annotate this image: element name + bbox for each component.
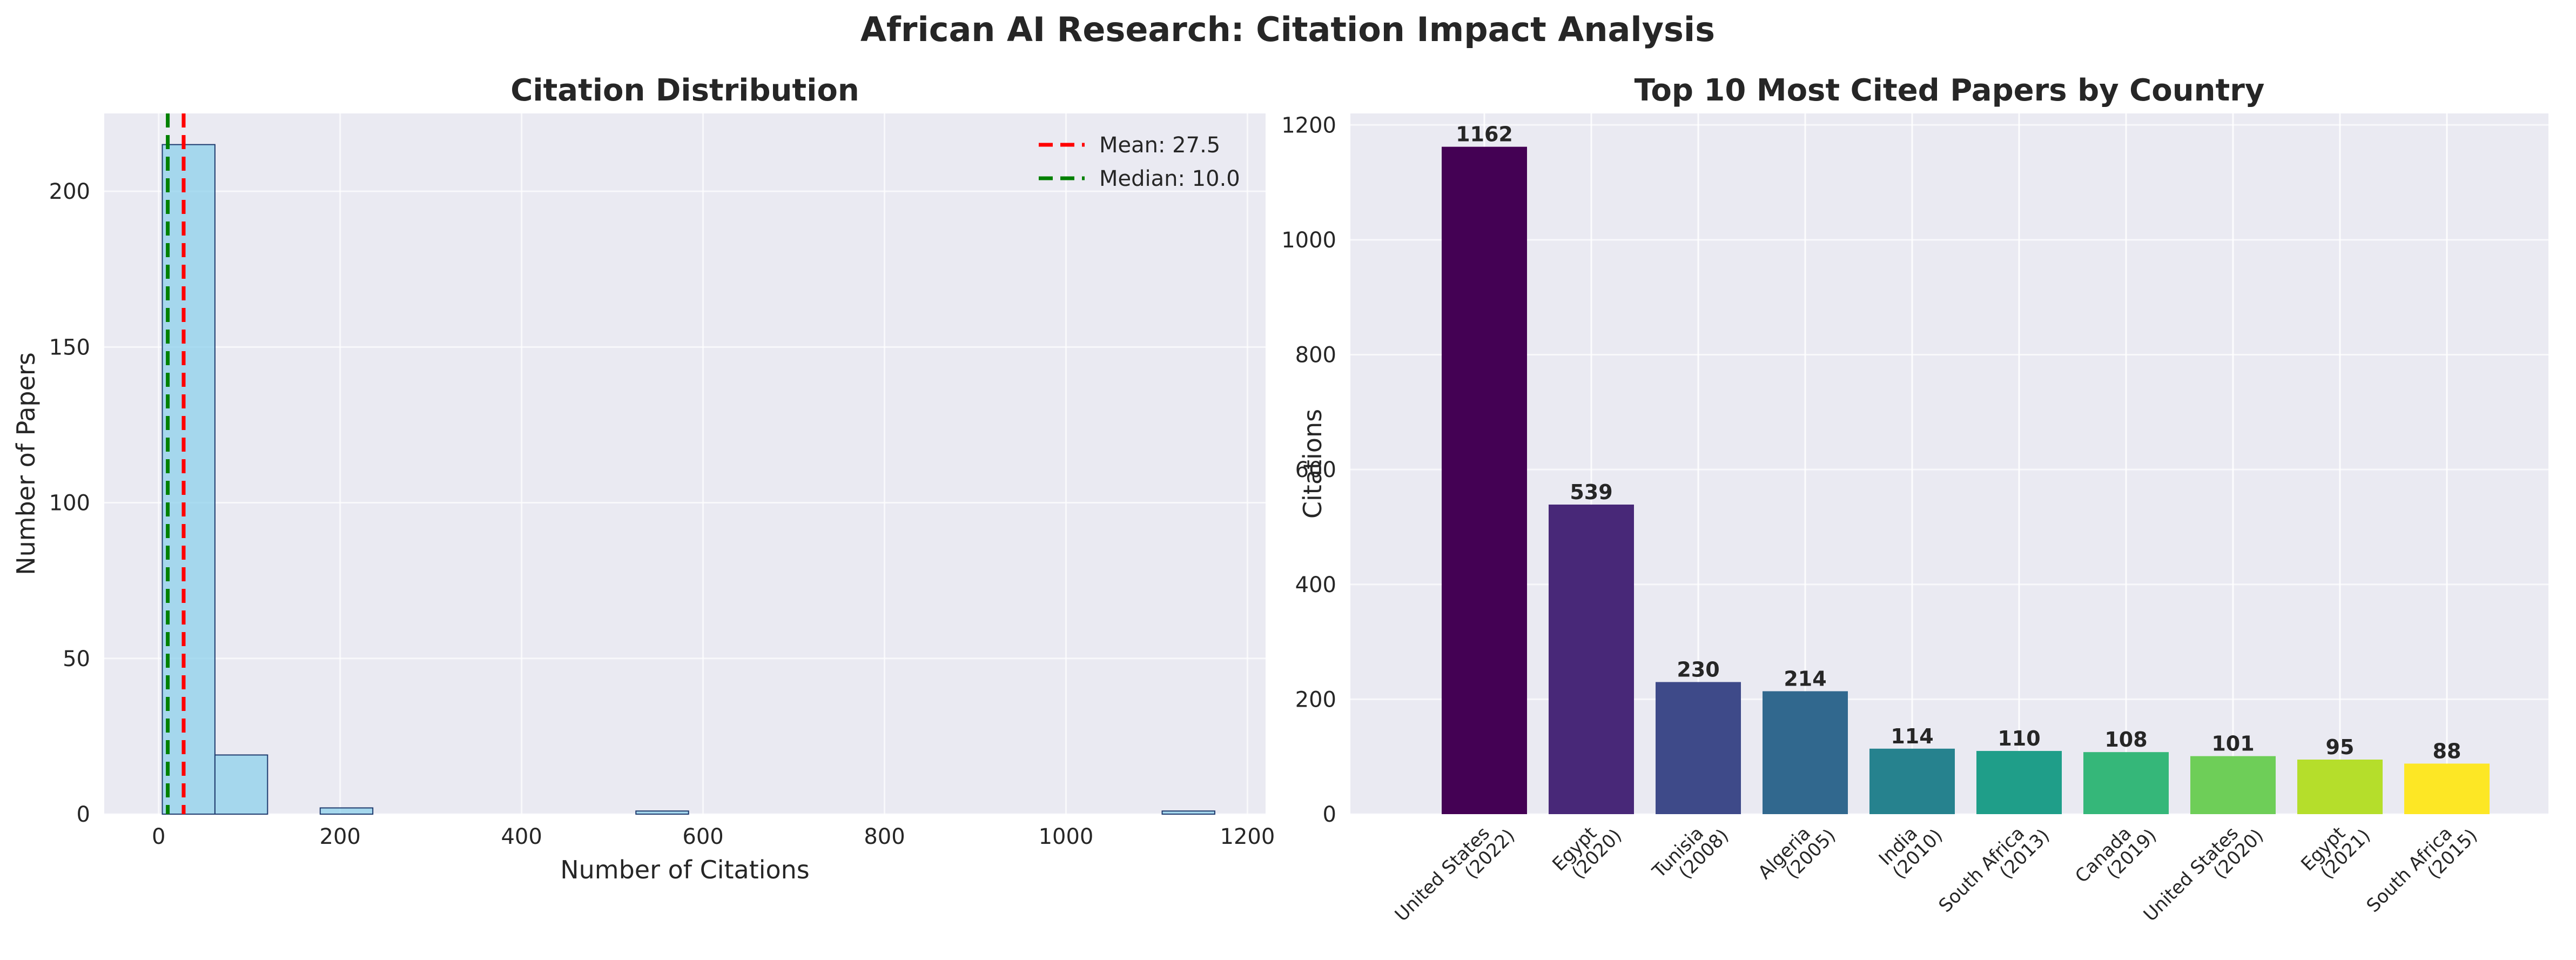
- histogram-bar: [319, 807, 374, 815]
- x-tick-label: United States(2020): [2140, 811, 2268, 939]
- y-tick-label: 50: [63, 647, 90, 672]
- citation-distribution-chart: 0 200 400 600 800 1000 1200 0 50 100 150 200 Mean: 2…: [11, 73, 1275, 884]
- x-tick-label: Egypt(2020): [1548, 811, 1626, 889]
- y-tick-label: 0: [1323, 802, 1336, 827]
- bar: [2404, 763, 2490, 814]
- bar-value-label: 108: [2104, 728, 2147, 751]
- histogram-bar: [1161, 810, 1215, 815]
- bar-value-label: 114: [1891, 724, 1933, 748]
- x-tick-label: 0: [152, 824, 165, 849]
- x-tick-label: 600: [682, 824, 723, 849]
- y-axis-label: Citations: [1298, 409, 1327, 519]
- plot-area: [1350, 113, 2548, 814]
- x-tick-label: Canada(2019): [2071, 811, 2161, 901]
- bar: [2083, 752, 2169, 814]
- legend-label: Median: 10.0: [1099, 166, 1240, 191]
- histogram-bar: [635, 810, 689, 815]
- x-tick-label: Algeria(2005): [1754, 811, 1840, 897]
- histogram-bar: [162, 144, 216, 815]
- bar: [2297, 760, 2383, 814]
- bar: [1442, 146, 1527, 814]
- top-cited-papers-chart: 0 200 400 600 800 1000 1200 1162 United States(2…: [1281, 73, 2548, 939]
- bar-value-label: 110: [1997, 727, 2040, 750]
- y-tick-label: 0: [77, 802, 90, 827]
- x-tick-label: Tunisia(2008): [1648, 811, 1733, 896]
- y-tick-label: 600: [1295, 458, 1336, 482]
- bar-value-label: 95: [2326, 735, 2355, 759]
- x-tick-label: 1000: [1039, 824, 1094, 849]
- bar: [1976, 751, 2062, 814]
- bar: [1763, 691, 1848, 814]
- bar: [2190, 756, 2276, 814]
- y-tick-label: 1200: [1281, 113, 1336, 138]
- figure-title: African AI Research: Citation Impact Ana…: [860, 10, 1715, 49]
- x-tick-label: South Africa(2013): [1935, 811, 2054, 930]
- x-tick-label: Egypt(2021): [2297, 811, 2375, 889]
- legend-label: Mean: 27.5: [1099, 133, 1220, 158]
- x-tick-label: South Africa(2015): [2363, 811, 2482, 930]
- chart-title: Top 10 Most Cited Papers by Country: [1635, 73, 2265, 108]
- x-tick-label: 200: [320, 824, 361, 849]
- bar-value-label: 539: [1570, 480, 1612, 504]
- plot-area: [104, 113, 1266, 814]
- bar: [1869, 748, 1955, 814]
- x-tick-label: 800: [864, 824, 905, 849]
- bar-value-label: 214: [1784, 667, 1826, 690]
- x-tick-label: India(2010): [1875, 811, 1947, 883]
- y-tick-label: 200: [1295, 687, 1336, 712]
- bar: [1656, 682, 1741, 814]
- bar-value-label: 88: [2433, 739, 2461, 763]
- x-tick-label: United States(2022): [1391, 811, 1519, 939]
- y-tick-label: 800: [1295, 343, 1336, 368]
- bar-value-label: 1162: [1456, 123, 1513, 146]
- y-tick-label: 400: [1295, 573, 1336, 598]
- bar-value-label: 101: [2211, 732, 2254, 756]
- y-tick-label: 100: [49, 491, 90, 516]
- y-tick-label: 150: [49, 335, 90, 360]
- histogram-bar: [214, 754, 268, 815]
- bar-value-label: 230: [1677, 657, 1719, 681]
- chart-title: Citation Distribution: [510, 73, 859, 108]
- x-tick-label: 1200: [1220, 824, 1275, 849]
- bar: [1549, 504, 1634, 814]
- y-tick-label: 1000: [1281, 228, 1336, 253]
- x-tick-label: 400: [501, 824, 542, 849]
- y-tick-label: 200: [49, 179, 90, 204]
- x-axis-label: Number of Citations: [560, 855, 810, 884]
- y-axis-label: Number of Papers: [11, 352, 41, 575]
